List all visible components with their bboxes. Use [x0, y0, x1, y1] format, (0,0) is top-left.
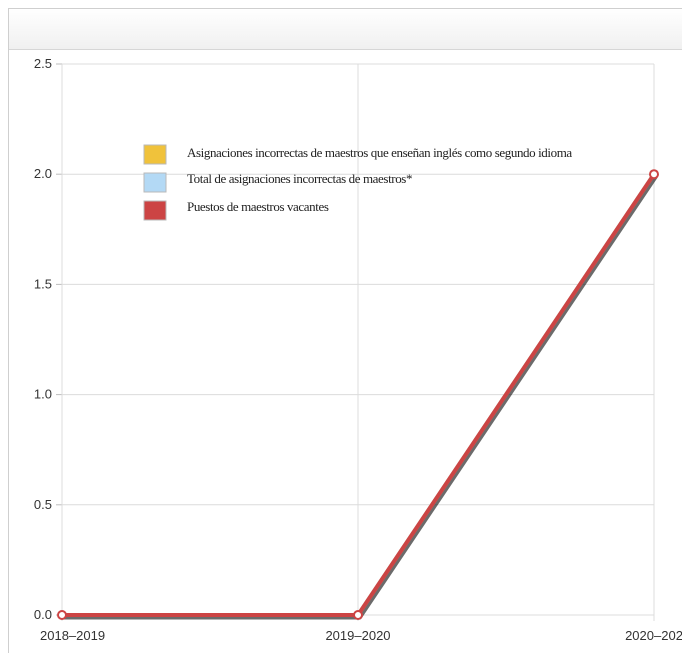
legend-label: Asignaciones incorrectas de maestros que… [187, 145, 572, 160]
y-tick-label: 1.5 [34, 276, 52, 291]
legend-label: Total de asignaciones incorrectas de mae… [187, 171, 412, 186]
chart-header-bar [9, 9, 682, 50]
series-points [57, 169, 659, 620]
x-axis-ticks: 2018–2019 2019–2020 2020–202 [40, 628, 682, 643]
x-tick-label: 2019–2020 [325, 628, 390, 643]
x-tick-label: 2020–202 [625, 628, 682, 643]
y-tick-label: 0.0 [34, 607, 52, 622]
legend-swatch [143, 200, 167, 221]
chart-frame [8, 8, 682, 653]
series-line-shadow [63, 174, 658, 620]
series-lines [62, 173, 658, 620]
legend-swatch [143, 172, 167, 193]
data-point[interactable] [353, 610, 363, 620]
legend-swatch [143, 144, 167, 165]
y-tick-label: 2.0 [34, 166, 52, 181]
y-tick-label: 0.5 [34, 497, 52, 512]
series-line-shadow [63, 174, 658, 620]
y-tick-label: 2.5 [34, 56, 52, 71]
x-tick-label: 2018–2019 [40, 628, 105, 643]
series-line-shadow [63, 174, 658, 620]
data-point[interactable] [57, 610, 67, 620]
legend: Asignaciones incorrectas de maestros que… [143, 144, 573, 221]
chart-grid [56, 63, 655, 621]
y-axis-ticks: 0.0 0.5 1.0 1.5 2.0 2.5 [34, 56, 52, 622]
legend-label: Puestos de maestros vacantes [187, 199, 329, 214]
y-tick-label: 1.0 [34, 387, 52, 402]
data-point[interactable] [649, 169, 659, 180]
